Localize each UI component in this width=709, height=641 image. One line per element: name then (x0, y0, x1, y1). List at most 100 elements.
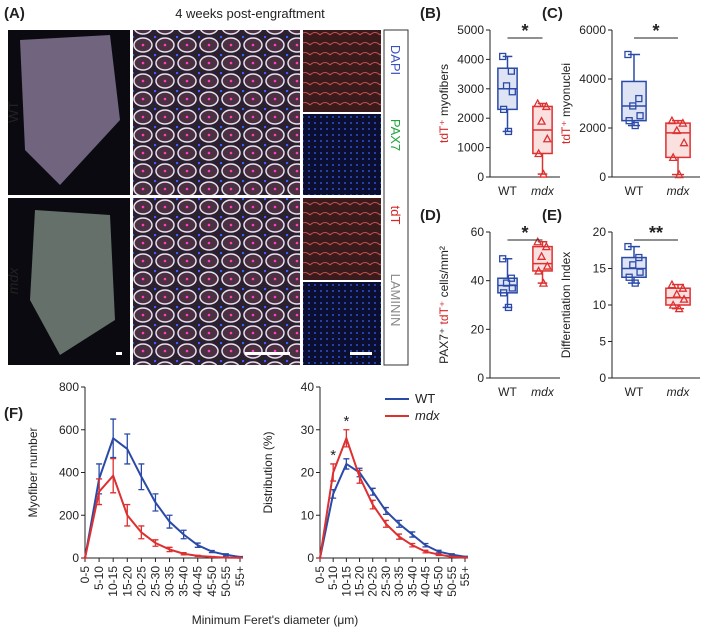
x-tick-label: WT (625, 184, 644, 198)
x-tick-label: 35-40 (177, 566, 191, 597)
x-tick-label: 0-5 (313, 566, 327, 584)
y-tick-label: 0 (477, 170, 484, 184)
y-label-part: PAX7⁺ (437, 324, 451, 363)
y-tick-label: 20 (471, 322, 485, 336)
y-tick-label: 5000 (457, 23, 484, 37)
y-tick-label: 2000 (579, 121, 606, 135)
channel-label: DAPI (388, 45, 403, 75)
y-tick-label: 15 (593, 262, 607, 276)
annotation: * (330, 447, 336, 464)
y-tick-label: 5 (599, 335, 606, 349)
panel-label: (B) (420, 5, 441, 22)
annotation: * (343, 413, 349, 430)
panel-label: (D) (420, 207, 441, 224)
y-tick-label: 20 (301, 466, 315, 480)
y-tick-label: 800 (59, 380, 79, 394)
x-tick-label: 30-35 (163, 566, 177, 597)
x-tick-label: mdx (531, 184, 555, 198)
x-tick-label: mdx (531, 385, 555, 399)
x-tick-label: 20-25 (134, 566, 148, 597)
x-tick-label: 15-20 (120, 566, 134, 597)
x-tick-label: 55+ (458, 566, 472, 586)
panel-label: (E) (542, 207, 562, 224)
y-tick-label: 200 (59, 508, 79, 522)
series-line (85, 438, 240, 558)
x-tick-label: 10-15 (106, 566, 120, 597)
y-axis-label: PAX7⁺ tdT⁺ cells/mm² (437, 246, 451, 364)
significance: ** (649, 223, 663, 243)
y-tick-label: 2000 (457, 111, 484, 125)
x-tick-label: 25-30 (148, 566, 162, 597)
significance: * (521, 223, 528, 243)
x-axis-label: Minimum Feret's diameter (μm) (192, 613, 359, 627)
x-tick-label: 5-10 (92, 566, 106, 590)
y-tick-label: 40 (301, 380, 315, 394)
y-tick-label: 3000 (457, 82, 484, 96)
x-tick-label: 5-10 (326, 566, 340, 590)
y-axis-label: tdT⁺ myofibers (437, 64, 451, 143)
y-axis-label: tdT⁺ myonuclei (559, 63, 573, 144)
x-tick-label: 35-40 (405, 566, 419, 597)
row-label: mdx (5, 267, 21, 294)
y-tick-label: 10 (593, 298, 607, 312)
y-tick-label: 600 (59, 423, 79, 437)
y-tick-label: 60 (471, 225, 485, 239)
y-tick-label: 0 (477, 371, 484, 385)
x-tick-label: 10-15 (339, 566, 353, 597)
y-tick-label: 10 (301, 508, 315, 522)
significance: * (521, 21, 528, 41)
significance: * (652, 21, 659, 41)
x-tick-label: 15-20 (353, 566, 367, 597)
x-tick-label: 50-55 (219, 566, 233, 597)
x-tick-label: WT (625, 385, 644, 399)
channel-label: tdT (388, 206, 403, 225)
row-label: WT (5, 101, 21, 123)
y-label-part: cells/mm² (437, 246, 451, 301)
channel-label: LAMININ (388, 274, 403, 327)
x-tick-label: 45-50 (205, 566, 219, 597)
x-tick-label: 0-5 (78, 566, 92, 584)
x-tick-label: 45-50 (432, 566, 446, 597)
y-label-part: tdT⁺ (437, 301, 451, 325)
channel-label: PAX7 (388, 119, 403, 151)
y-tick-label: 0 (307, 551, 314, 565)
y-tick-label: 0 (599, 371, 606, 385)
y-tick-label: 4000 (579, 72, 606, 86)
x-tick-label: 25-30 (379, 566, 393, 597)
x-tick-label: 20-25 (366, 566, 380, 597)
legend-label: WT (415, 391, 435, 406)
series-line (320, 438, 465, 558)
panel-label: (C) (542, 5, 563, 22)
x-tick-label: WT (498, 385, 517, 399)
x-tick-label: 40-45 (418, 566, 432, 597)
x-tick-label: 50-55 (445, 566, 459, 597)
y-tick-label: 400 (59, 466, 79, 480)
x-tick-label: mdx (667, 385, 691, 399)
y-axis-label: Myofiber number (26, 427, 40, 517)
y-tick-label: 40 (471, 274, 485, 288)
panel-label: (A) (4, 5, 25, 22)
y-label-part: Differentiation Index (559, 252, 573, 359)
x-tick-label: 40-45 (191, 566, 205, 597)
y-tick-label: 4000 (457, 52, 484, 66)
x-tick-label: 30-35 (392, 566, 406, 597)
panel-title: 4 weeks post-engraftment (175, 6, 325, 21)
y-axis-label: Differentiation Index (559, 252, 573, 359)
x-tick-label: WT (498, 184, 517, 198)
x-tick-label: mdx (667, 184, 691, 198)
y-tick-label: 0 (599, 170, 606, 184)
y-tick-label: 20 (593, 225, 607, 239)
y-label-part: myonuclei (559, 63, 573, 120)
y-axis-label: Distribution (%) (261, 431, 275, 513)
y-tick-label: 6000 (579, 23, 606, 37)
y-label-part: myofibers (437, 64, 451, 119)
y-tick-label: 30 (301, 423, 315, 437)
panel-a-images (8, 30, 408, 365)
panel-label: (F) (4, 405, 23, 422)
y-tick-label: 0 (72, 551, 79, 565)
y-label-part: tdT⁺ (559, 120, 573, 144)
x-tick-label: 55+ (233, 566, 247, 586)
y-label-part: tdT⁺ (437, 119, 451, 143)
series-line (320, 464, 465, 558)
